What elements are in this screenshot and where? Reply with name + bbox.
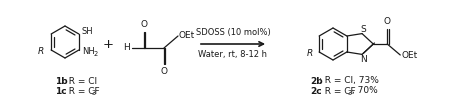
Text: 2: 2 (93, 50, 98, 57)
Text: SDOSS (10 mol%): SDOSS (10 mol%) (196, 28, 270, 37)
Text: OEt: OEt (401, 51, 418, 60)
Text: O: O (140, 20, 147, 29)
Text: : R = CF: : R = CF (63, 87, 100, 96)
Text: : R = Cl: : R = Cl (63, 77, 97, 86)
Text: Water, rt, 8-12 h: Water, rt, 8-12 h (199, 50, 267, 59)
Text: 3: 3 (348, 90, 352, 96)
Text: NH: NH (82, 47, 95, 56)
Text: 2c: 2c (310, 87, 322, 96)
Text: : R = CF: : R = CF (319, 87, 356, 96)
Text: 1c: 1c (55, 87, 67, 96)
Text: O: O (161, 67, 167, 76)
Text: SH: SH (82, 28, 93, 37)
Text: S: S (360, 25, 366, 34)
Text: 1b: 1b (55, 77, 68, 86)
Text: R: R (307, 50, 313, 59)
Text: OEt: OEt (179, 30, 195, 40)
Text: O: O (384, 17, 391, 26)
Text: +: + (102, 38, 113, 50)
Text: 2b: 2b (310, 77, 323, 86)
Text: R: R (38, 48, 44, 57)
Text: : R = Cl, 73%: : R = Cl, 73% (319, 77, 379, 86)
Text: 3: 3 (92, 90, 96, 96)
Text: N: N (360, 55, 366, 64)
Text: H: H (123, 43, 130, 52)
Text: , 70%: , 70% (352, 87, 378, 96)
